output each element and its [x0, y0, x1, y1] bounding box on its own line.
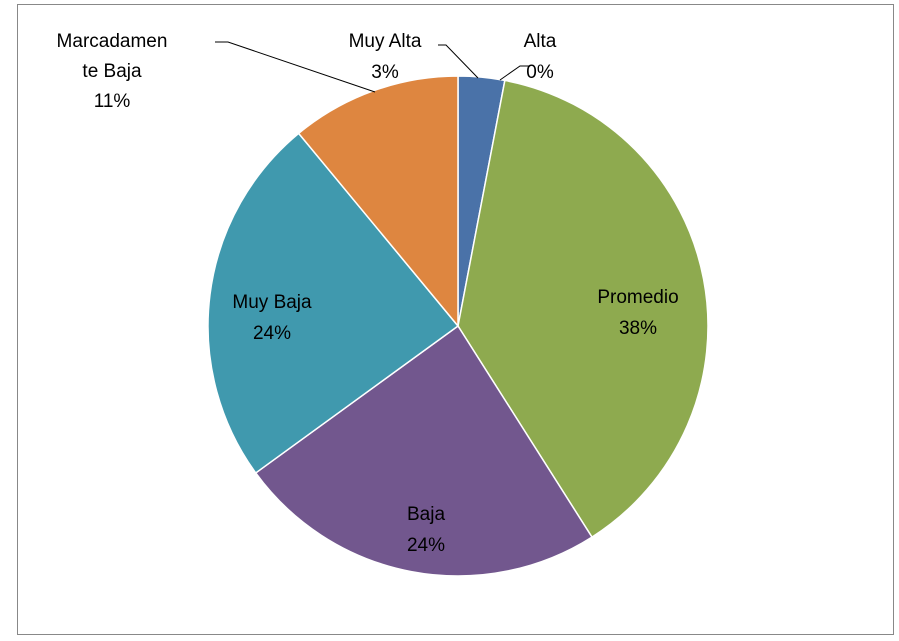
pie-slice — [457, 79, 709, 539]
value-label: 24% — [407, 535, 445, 556]
slices — [207, 75, 709, 577]
category-label: Alta — [524, 31, 557, 52]
leader-line — [215, 41, 376, 93]
category-label: Muy Alta — [349, 31, 422, 52]
value-label: 38% — [619, 318, 657, 339]
value-label: 11% — [93, 91, 131, 112]
pie-slice — [297, 75, 459, 329]
category-label: Promedio — [597, 287, 678, 308]
category-label: Muy Baja — [232, 292, 312, 313]
pie-slice — [207, 132, 460, 474]
labels: Muy Alta 3% Alta 0% Promedio 38% Baja 24% Muy Ba… — [56, 31, 679, 556]
data-label-box: Marcadamente Baja 11% — [56, 31, 168, 112]
leader-line — [499, 65, 530, 81]
value-label: 3% — [371, 62, 399, 83]
category-label: Marcadamente Baja — [56, 31, 168, 82]
leader-line — [438, 44, 479, 79]
category-label: Baja — [407, 504, 445, 525]
pie-slice — [254, 324, 593, 577]
value-label: 24% — [253, 323, 291, 344]
value-label: 0% — [526, 62, 554, 83]
